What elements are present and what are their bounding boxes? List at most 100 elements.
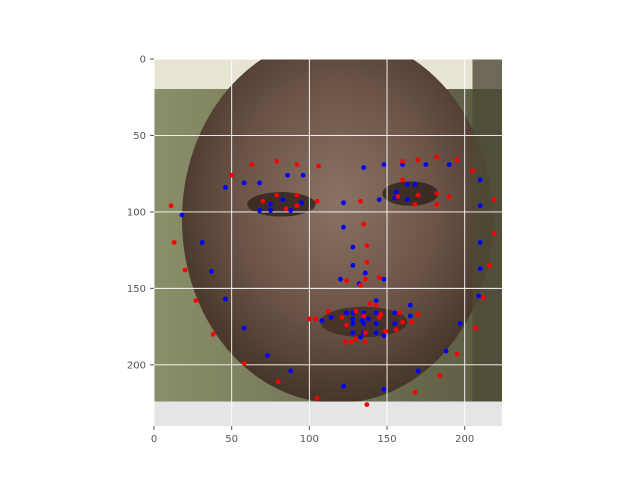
- y-tick-label-2: 100: [127, 207, 146, 218]
- y-tick-label-3: 150: [127, 284, 146, 295]
- landmark-point-s1-2: [274, 159, 280, 164]
- grid-lines: [153, 58, 502, 426]
- landmark-point-s1-10: [241, 360, 247, 366]
- landmark-point-s1-36: [412, 201, 418, 207]
- landmark-point-s1-65: [393, 327, 399, 333]
- landmark-point-s0-40: [341, 224, 346, 230]
- landmark-point-s0-47: [319, 318, 325, 323]
- landmark-point-s1-49: [325, 308, 331, 314]
- landmark-point-s0-16: [457, 321, 463, 326]
- landmark-point-s0-60: [392, 321, 398, 326]
- x-tick-label-2: 100: [300, 434, 319, 445]
- landmark-point-s1-28: [283, 206, 289, 212]
- landmark-point-s1-42: [364, 243, 370, 248]
- landmark-point-s1-23: [454, 157, 460, 163]
- landmark-point-s1-33: [446, 194, 452, 200]
- landmark-point-s1-24: [260, 198, 266, 204]
- landmark-point-s1-29: [314, 198, 320, 204]
- landmark-point-s0-19: [477, 240, 483, 245]
- landmark-point-s1-53: [353, 336, 359, 342]
- landmark-point-s1-1: [249, 162, 255, 167]
- landmark-point-s1-19: [487, 263, 492, 268]
- landmark-point-s1-31: [415, 157, 421, 163]
- landmark-point-s0-22: [257, 207, 263, 213]
- landmark-point-s1-46: [376, 275, 382, 281]
- landmark-point-s1-51: [353, 308, 359, 314]
- landmark-point-s1-34: [434, 191, 440, 196]
- y-tick-label-1: 50: [133, 131, 146, 142]
- landmark-point-s0-45: [362, 270, 368, 276]
- landmark-point-s0-0: [223, 185, 228, 190]
- photo-head: [182, 59, 493, 404]
- landmark-point-s0-68: [381, 333, 387, 339]
- landmark-point-s1-44: [362, 276, 368, 282]
- landmark-point-s1-11: [275, 379, 281, 385]
- landmark-point-s0-5: [179, 212, 185, 218]
- landmark-point-s1-69: [306, 316, 312, 322]
- landmark-point-s0-39: [341, 200, 346, 206]
- landmark-point-s0-49: [344, 310, 350, 316]
- landmark-point-s1-48: [313, 316, 318, 322]
- landmark-point-s1-4: [316, 163, 322, 169]
- landmark-point-s1-12: [314, 396, 320, 401]
- landmark-point-s1-39: [400, 177, 405, 183]
- photo-eye-right: [382, 181, 439, 206]
- landmark-point-s0-52: [350, 330, 356, 336]
- landmark-point-s1-45: [344, 278, 350, 284]
- landmark-point-s0-63: [359, 318, 365, 323]
- landmark-point-s1-43: [364, 259, 370, 265]
- landmark-point-s1-9: [210, 331, 216, 337]
- landmark-point-s1-60: [383, 328, 388, 334]
- landmark-point-s0-29: [381, 162, 387, 167]
- photo-right-edge: [472, 59, 502, 402]
- landmark-point-s0-9: [241, 325, 247, 331]
- landmark-point-s0-51: [350, 321, 356, 326]
- landmark-point-s0-42: [350, 263, 356, 268]
- landmark-point-s0-41: [350, 244, 356, 250]
- landmark-point-s0-43: [338, 276, 343, 282]
- landmark-point-s1-64: [415, 311, 421, 317]
- landmark-point-s1-0: [229, 172, 235, 178]
- landmark-point-s0-37: [376, 197, 382, 203]
- landmark-point-s0-3: [285, 172, 291, 178]
- landmark-point-s1-41: [361, 221, 367, 227]
- photo-eye-left: [247, 192, 316, 217]
- landmark-point-s0-8: [223, 296, 228, 302]
- landmark-point-s1-25: [274, 192, 280, 198]
- landmark-point-s1-62: [400, 319, 405, 325]
- landmark-point-s0-27: [299, 200, 304, 206]
- landmark-point-s0-26: [288, 207, 294, 213]
- landmark-point-s1-66: [367, 301, 373, 307]
- landmark-point-s1-67: [348, 339, 354, 345]
- landmark-point-s1-30: [400, 159, 405, 164]
- landmark-point-s1-18: [480, 295, 486, 300]
- landmark-point-s0-38: [404, 197, 410, 203]
- landmark-point-s1-22: [470, 168, 475, 174]
- landmark-point-s1-21: [491, 197, 497, 203]
- landmark-point-s0-1: [241, 180, 247, 186]
- landmark-point-s0-11: [288, 368, 294, 374]
- landmark-point-s0-23: [268, 207, 273, 213]
- landmark-point-s1-16: [454, 351, 460, 357]
- landmark-point-s0-59: [392, 310, 398, 316]
- landmark-point-s0-4: [300, 172, 306, 178]
- landmark-point-s0-56: [373, 310, 379, 316]
- landmark-point-s1-14: [412, 389, 418, 395]
- landmark-point-s1-52: [344, 322, 350, 328]
- landmark-point-s0-10: [265, 353, 270, 359]
- landmark-point-s0-18: [477, 266, 483, 271]
- landmark-point-s1-27: [294, 203, 300, 209]
- landmark-point-s1-15: [437, 373, 443, 378]
- landmark-point-s0-20: [477, 203, 483, 209]
- face-photo-background: [154, 59, 502, 426]
- photo-bottom-band: [154, 401, 502, 426]
- landmark-point-s1-54: [342, 339, 348, 345]
- landmark-point-s1-47: [358, 282, 364, 288]
- landmark-point-s0-33: [404, 181, 410, 187]
- landmark-point-s0-65: [350, 316, 356, 322]
- landmark-point-s1-68: [378, 311, 384, 317]
- landmark-point-s1-8: [193, 298, 199, 304]
- landmark-point-s1-61: [397, 310, 402, 316]
- landmark-point-s1-37: [395, 194, 401, 200]
